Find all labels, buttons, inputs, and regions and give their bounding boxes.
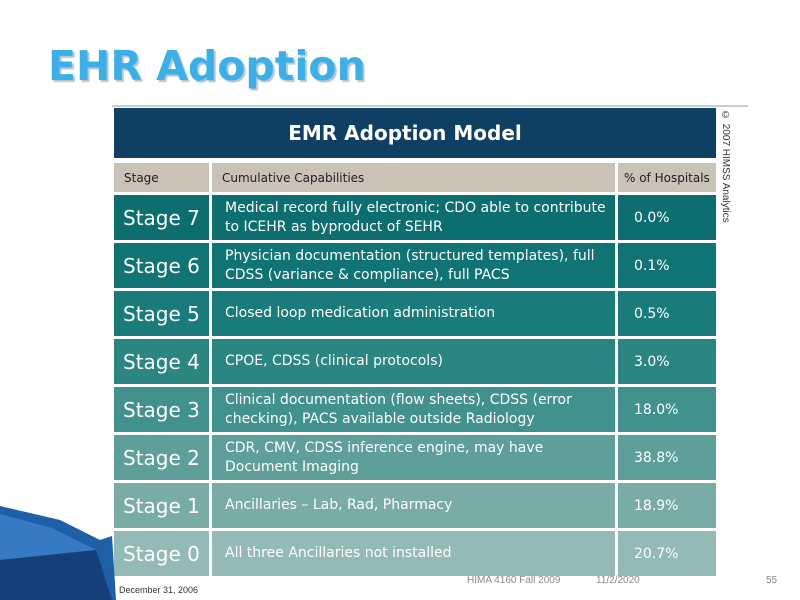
stage-percent: 18.0% xyxy=(618,387,716,432)
stage-percent: 18.9% xyxy=(618,483,716,528)
stage-percent: 0.1% xyxy=(618,243,716,288)
title-divider xyxy=(112,105,748,107)
stage-row: Stage 0 All three Ancillaries not instal… xyxy=(114,531,716,576)
column-header-row: Stage Cumulative Capabilities % of Hospi… xyxy=(114,163,716,192)
stage-row: Stage 2 CDR, CMV, CDSS inference engine,… xyxy=(114,435,716,480)
page-number: 55 xyxy=(766,575,778,586)
swoosh-shadow xyxy=(0,550,112,600)
figure-title: EMR Adoption Model xyxy=(288,121,522,145)
stage-label: Stage 6 xyxy=(114,243,209,288)
stage-row: Stage 1 Ancillaries – Lab, Rad, Pharmacy… xyxy=(114,483,716,528)
stage-capability: CDR, CMV, CDSS inference engine, may hav… xyxy=(212,435,615,480)
stage-label: Stage 7 xyxy=(114,195,209,240)
figure-header: EMR Adoption Model xyxy=(114,108,716,158)
footer-date: 11/2/2020 xyxy=(596,575,640,586)
stage-row: Stage 4 CPOE, CDSS (clinical protocols) … xyxy=(114,339,716,384)
slide-title: EHR Adoption xyxy=(48,42,366,90)
stage-label: Stage 1 xyxy=(114,483,209,528)
stage-label: Stage 4 xyxy=(114,339,209,384)
stage-percent: 3.0% xyxy=(618,339,716,384)
column-header-capabilities: Cumulative Capabilities xyxy=(212,163,615,192)
swoosh-highlight xyxy=(0,514,96,560)
stage-capability: Closed loop medication administration xyxy=(212,291,615,336)
stage-capability: Medical record fully electronic; CDO abl… xyxy=(212,195,615,240)
stage-capability: Physician documentation (structured temp… xyxy=(212,243,615,288)
copyright-notice: © 2007 HIMSS Analytics xyxy=(720,110,731,223)
stage-row: Stage 5 Closed loop medication administr… xyxy=(114,291,716,336)
footer-course: HIMA 4160 Fall 2009 xyxy=(467,575,561,586)
stage-percent: 20.7% xyxy=(618,531,716,576)
stage-percent: 38.8% xyxy=(618,435,716,480)
figure-date-note: December 31, 2006 xyxy=(119,585,199,595)
stage-row: Stage 6 Physician documentation (structu… xyxy=(114,243,716,288)
stage-label: Stage 0 xyxy=(114,531,209,576)
stage-label: Stage 2 xyxy=(114,435,209,480)
stage-percent: 0.5% xyxy=(618,291,716,336)
stage-capability: CPOE, CDSS (clinical protocols) xyxy=(212,339,615,384)
stage-capability: Ancillaries – Lab, Rad, Pharmacy xyxy=(212,483,615,528)
column-header-percent: % of Hospitals xyxy=(618,163,716,192)
emr-adoption-figure: EMR Adoption Model Stage Cumulative Capa… xyxy=(112,108,720,600)
stage-row: Stage 7 Medical record fully electronic;… xyxy=(114,195,716,240)
stage-capability: All three Ancillaries not installed xyxy=(212,531,615,576)
stage-label: Stage 3 xyxy=(114,387,209,432)
stage-label: Stage 5 xyxy=(114,291,209,336)
decorative-swoosh xyxy=(0,506,116,600)
stage-capability: Clinical documentation (flow sheets), CD… xyxy=(212,387,615,432)
stage-row: Stage 3 Clinical documentation (flow she… xyxy=(114,387,716,432)
stage-percent: 0.0% xyxy=(618,195,716,240)
column-header-stage: Stage xyxy=(114,163,209,192)
